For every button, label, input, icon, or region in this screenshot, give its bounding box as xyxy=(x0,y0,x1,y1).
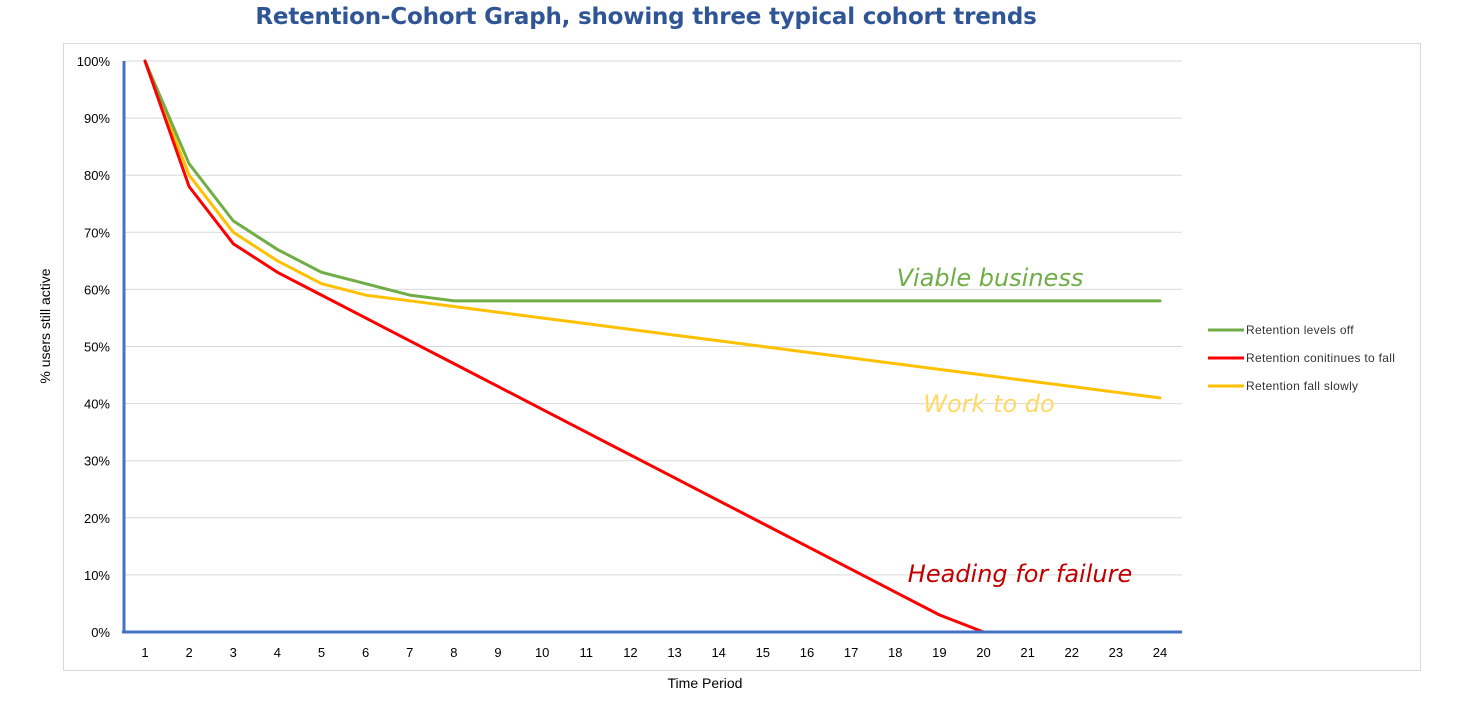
x-tick-label: 1 xyxy=(141,645,148,660)
y-tick-label: 60% xyxy=(84,282,110,297)
x-tick-label: 7 xyxy=(406,645,413,660)
x-tick-label: 3 xyxy=(230,645,237,660)
y-tick-label: 70% xyxy=(84,225,110,240)
x-tick-label: 14 xyxy=(711,645,725,660)
x-tick-label: 4 xyxy=(274,645,281,660)
legend-label: Retention levels off xyxy=(1246,323,1354,337)
y-tick-label: 40% xyxy=(84,397,110,412)
chart-frame xyxy=(63,43,1421,671)
annotation-heading-for-failure: Heading for failure xyxy=(908,560,1132,588)
x-tick-label: 21 xyxy=(1020,645,1034,660)
x-tick-label: 13 xyxy=(667,645,681,660)
chart-title: Retention-Cohort Graph, showing three ty… xyxy=(255,4,1037,30)
x-tick-label: 6 xyxy=(362,645,369,660)
x-tick-label: 20 xyxy=(976,645,990,660)
annotation-viable-business: Viable business xyxy=(897,264,1084,292)
series-line-1 xyxy=(143,59,1162,303)
x-tick-label: 12 xyxy=(623,645,637,660)
x-tick-label: 2 xyxy=(186,645,193,660)
x-tick-label: 16 xyxy=(800,645,814,660)
y-tick-label: 90% xyxy=(84,111,110,126)
y-tick-label: 50% xyxy=(84,340,110,355)
y-tick-label: 100% xyxy=(77,54,111,69)
y-axis-title: % users still active xyxy=(37,268,53,383)
annotations: Viable business Work to do Heading for f… xyxy=(897,264,1133,588)
x-tick-label: 19 xyxy=(932,645,946,660)
x-tick-label: 18 xyxy=(888,645,902,660)
x-tick-label: 10 xyxy=(535,645,549,660)
x-tick-label: 11 xyxy=(580,645,594,660)
x-tick-label: 22 xyxy=(1065,645,1079,660)
gridlines xyxy=(124,60,1182,576)
x-tick-label: 5 xyxy=(318,645,325,660)
x-tick-label: 8 xyxy=(450,645,457,660)
legend: Retention levels off Retention conitinues… xyxy=(1208,323,1395,393)
x-tick-label: 23 xyxy=(1109,645,1123,660)
x-axis-title: Time Period xyxy=(668,675,743,691)
y-tick-label: 30% xyxy=(84,454,110,469)
x-tick-label: 9 xyxy=(494,645,501,660)
axes xyxy=(122,61,1182,634)
x-tick-label: 17 xyxy=(844,645,858,660)
x-tick-labels: 1 2 3 4 5 6 7 8 9 10 11 12 13 14 15 16 17 18 19 20 21 22 23 24 xyxy=(141,645,1167,660)
x-tick-label: 15 xyxy=(756,645,770,660)
annotation-work-to-do: Work to do xyxy=(923,390,1054,418)
legend-label: Retention fall slowly xyxy=(1246,379,1358,393)
series-line-3 xyxy=(143,59,1162,400)
x-tick-label: 24 xyxy=(1153,645,1167,660)
y-tick-label: 0% xyxy=(91,625,110,640)
y-tick-labels: 0% 10% 20% 30% 40% 50% 60% 70% 80% 90% 100% xyxy=(77,54,111,640)
y-tick-label: 10% xyxy=(84,568,110,583)
legend-label: Retention conitinues to fall xyxy=(1246,351,1395,365)
y-tick-label: 20% xyxy=(84,511,110,526)
y-tick-label: 80% xyxy=(84,168,110,183)
